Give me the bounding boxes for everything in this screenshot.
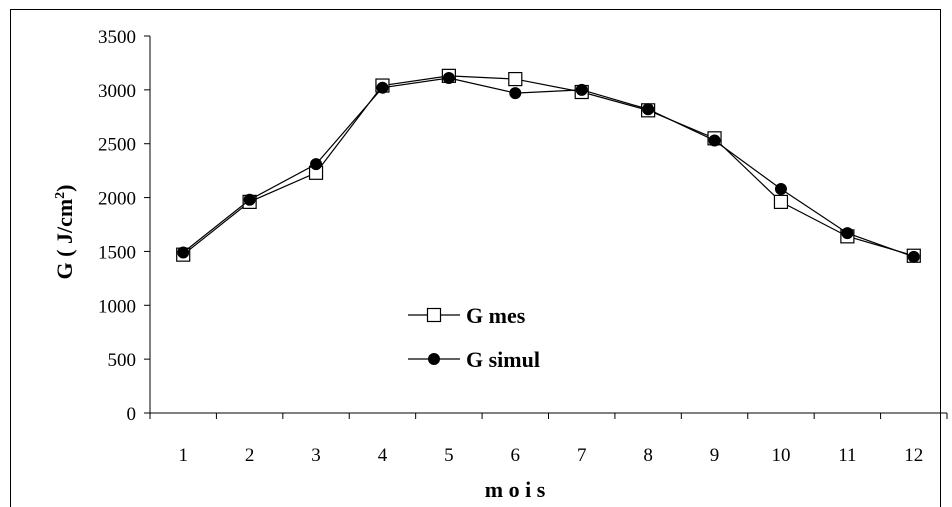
data-point	[243, 193, 256, 206]
legend-label: G mes	[466, 303, 526, 328]
y-tick-label: 500	[108, 350, 137, 371]
legend: G mes G simul	[408, 303, 540, 372]
legend-marker	[428, 353, 440, 365]
y-axis-title-close: )	[52, 185, 77, 192]
x-tick-label: 3	[311, 445, 321, 466]
series-layer	[176, 68, 921, 263]
x-tick-label: 7	[577, 445, 587, 466]
x-tick-label: 5	[444, 445, 454, 466]
data-point	[442, 72, 455, 85]
y-tick-label: 2500	[98, 135, 136, 156]
data-point	[642, 103, 655, 116]
legend-item: G simul	[408, 347, 540, 372]
y-tick-label: 1000	[98, 296, 136, 317]
y-tick-label: 3500	[98, 27, 136, 48]
x-tick-label: 9	[710, 445, 720, 466]
data-point	[575, 83, 588, 96]
x-tick-label: 12	[904, 445, 923, 466]
data-point	[708, 134, 721, 147]
data-point	[841, 227, 854, 240]
legend-marker	[426, 307, 442, 323]
data-point	[508, 71, 523, 87]
x-tick-label: 2	[245, 445, 255, 466]
x-tick-label: 10	[771, 445, 790, 466]
series-line	[182, 75, 914, 257]
series-line	[182, 77, 914, 258]
y-axis-title-main: G ( J/cm	[52, 199, 77, 280]
data-point	[907, 250, 920, 263]
data-point	[177, 246, 190, 259]
data-point	[774, 182, 787, 195]
x-tick-label: 1	[178, 445, 188, 466]
data-point	[310, 158, 323, 171]
data-point	[773, 194, 789, 209]
y-tick-label: 0	[127, 404, 137, 425]
y-tick-label: 2000	[98, 189, 136, 210]
x-axis-title: m o i s	[485, 477, 546, 502]
legend-item: G mes	[408, 303, 526, 328]
y-tick-label: 3000	[98, 81, 136, 102]
x-tick-label: 4	[378, 445, 388, 466]
chart-frame	[10, 9, 941, 507]
x-tick-label: 8	[643, 445, 653, 466]
x-tick-label: 11	[838, 445, 856, 466]
data-point	[376, 81, 389, 94]
legend-label: G simul	[466, 347, 540, 372]
y-axis-title: G ( J/cm2)	[52, 185, 77, 280]
y-axis-title-sup: 2	[53, 192, 68, 199]
series-g-simul	[177, 72, 920, 263]
y-tick-label: 1500	[98, 242, 136, 263]
x-tick-label: 6	[511, 445, 521, 466]
y-axis-ticks: 0 500 1000 1500 2000 2500 3000 3500	[98, 27, 150, 425]
x-axis-ticks: 1 2 3 4 5 6 7 8 9 10 11 12	[149, 413, 948, 466]
data-point	[509, 87, 522, 100]
